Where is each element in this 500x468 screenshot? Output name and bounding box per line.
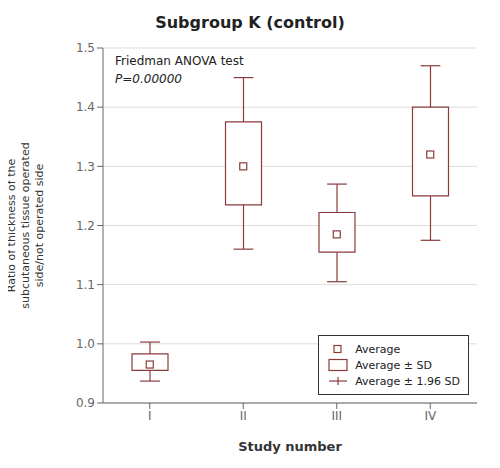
svg-text:1.0: 1.0 bbox=[76, 337, 95, 351]
svg-text:1.5: 1.5 bbox=[76, 41, 95, 55]
svg-text:1.3: 1.3 bbox=[76, 160, 95, 174]
html-text:P=0.00000: P=0.00000 bbox=[115, 72, 182, 86]
html-text:Average: Average bbox=[355, 342, 401, 356]
svg-text:0.9: 0.9 bbox=[76, 396, 95, 410]
svg-text:III: III bbox=[331, 409, 342, 423]
svg-text:IV: IV bbox=[424, 409, 437, 423]
svg-text:Study number: Study number bbox=[238, 439, 342, 454]
html-text:Friedman ANOVA test: Friedman ANOVA test bbox=[115, 54, 244, 68]
svg-text:II: II bbox=[240, 409, 247, 423]
svg-text:1.4: 1.4 bbox=[76, 100, 95, 114]
svg-text:1.2: 1.2 bbox=[76, 219, 95, 233]
svg-text:Ratio of thickness of thesubcu: Ratio of thickness of thesubcutaneous ti… bbox=[8, 142, 46, 308]
html-text:Average ± SD: Average ± SD bbox=[355, 358, 432, 372]
html-text:Subgroup K (control): Subgroup K (control) bbox=[155, 13, 345, 32]
svg-text:I: I bbox=[148, 409, 152, 423]
html-text:Average ± 1.96 SD: Average ± 1.96 SD bbox=[355, 374, 460, 388]
svg-text:1.1: 1.1 bbox=[76, 278, 95, 292]
